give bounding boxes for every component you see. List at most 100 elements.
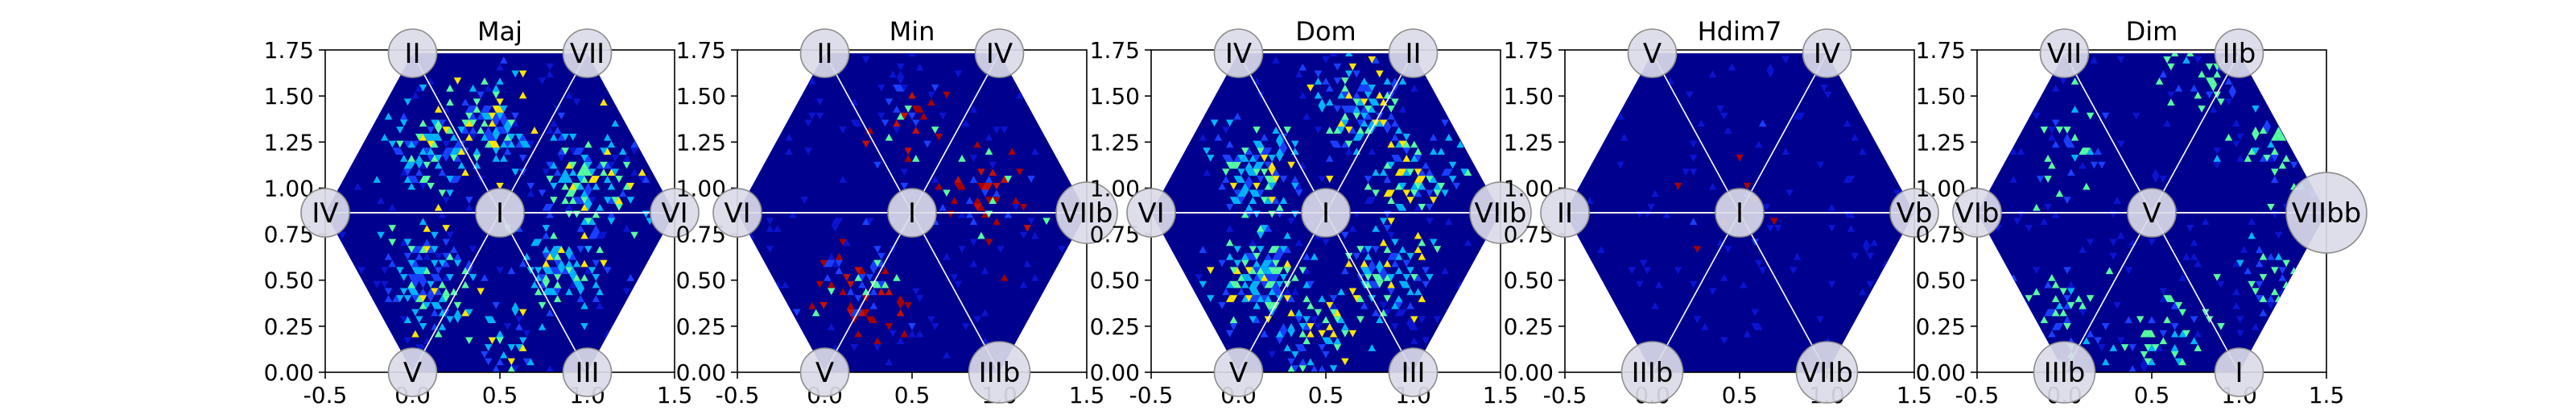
lattice-cell xyxy=(1827,203,1836,211)
lattice-cell xyxy=(2051,280,2060,288)
lattice-cell xyxy=(607,210,616,218)
node-circle xyxy=(1540,188,1590,238)
lattice-cell xyxy=(1260,295,1269,302)
lattice-cell xyxy=(438,168,447,176)
lattice-cell xyxy=(900,84,909,92)
lattice-cell xyxy=(488,337,497,345)
lattice-cell xyxy=(1341,140,1349,148)
node-circle xyxy=(2285,172,2368,254)
lattice-cell xyxy=(2205,63,2214,71)
lattice-cell xyxy=(1398,140,1407,148)
lattice-cell xyxy=(1241,210,1249,218)
lattice-cell xyxy=(1383,119,1392,127)
lattice-cell xyxy=(1329,295,1338,302)
lattice-cell xyxy=(973,316,981,324)
lattice-cell xyxy=(1797,112,1806,120)
lattice-cell xyxy=(1751,309,1759,317)
lattice-cell xyxy=(1314,70,1323,78)
lattice-cell xyxy=(1326,337,1334,345)
lattice-cell xyxy=(1341,231,1349,239)
node-label: IV xyxy=(1225,38,1252,70)
lattice-cell xyxy=(900,182,909,190)
x-tick-label: 1.5 xyxy=(1483,382,1519,409)
lattice-cell xyxy=(2117,231,2125,239)
lattice-cell xyxy=(977,182,985,190)
lattice-cell xyxy=(889,246,897,253)
node-label: II xyxy=(1557,197,1573,230)
lattice-cell xyxy=(453,140,462,148)
lattice-cell xyxy=(603,267,612,275)
lattice-cell xyxy=(2017,147,2025,155)
lattice-cell xyxy=(568,267,577,275)
lattice-cell xyxy=(1406,316,1414,324)
lattice-cell xyxy=(580,189,588,197)
lattice-cell xyxy=(1341,84,1349,92)
lattice-cell xyxy=(1326,323,1334,330)
lattice-cell xyxy=(915,106,924,113)
lattice-cell xyxy=(2270,147,2279,155)
lattice-cell xyxy=(496,337,504,345)
lattice-cell xyxy=(438,119,447,127)
lattice-cell xyxy=(1724,127,1732,134)
lattice-cell xyxy=(1406,267,1414,275)
lattice-cell xyxy=(2051,140,2060,148)
lattice-cell xyxy=(507,365,516,372)
lattice-cell xyxy=(1720,337,1728,345)
lattice-cell xyxy=(1291,288,1299,296)
y-tick-label: 1.50 xyxy=(1916,83,1966,110)
lattice-cell xyxy=(2255,259,2264,268)
lattice-cell xyxy=(584,197,592,204)
lattice-cell xyxy=(561,168,569,176)
lattice-cell xyxy=(534,288,543,296)
lattice-cell xyxy=(565,203,573,211)
lattice-cell xyxy=(1348,127,1357,134)
lattice-cell xyxy=(1337,119,1345,127)
lattice-cell xyxy=(1019,203,1028,211)
lattice-cell xyxy=(1275,337,1284,345)
lattice-cell xyxy=(484,84,493,92)
lattice-cell xyxy=(1233,189,1241,197)
lattice-cell xyxy=(1372,225,1380,232)
lattice-cell xyxy=(630,168,638,176)
lattice-cell xyxy=(2244,154,2252,162)
lattice-cell xyxy=(985,133,993,141)
lattice-cell xyxy=(1356,84,1364,92)
lattice-cell xyxy=(1291,176,1299,183)
lattice-cell xyxy=(954,182,963,190)
lattice-cell xyxy=(2159,295,2168,302)
lattice-cell xyxy=(2044,176,2052,183)
lattice-cell xyxy=(542,252,551,260)
lattice-cell xyxy=(1379,274,1388,281)
lattice-cell xyxy=(419,295,427,302)
lattice-cell xyxy=(1847,225,1856,232)
lattice-cell xyxy=(1253,168,1261,176)
lattice-cell xyxy=(1229,323,1238,330)
lattice-cell xyxy=(550,133,558,141)
lattice-cell xyxy=(1766,70,1774,78)
lattice-cell xyxy=(869,267,878,275)
lattice-cell xyxy=(496,182,504,190)
lattice-cell xyxy=(2190,239,2198,247)
lattice-cell xyxy=(1275,133,1284,141)
lattice-cell xyxy=(1268,246,1276,253)
lattice-cell xyxy=(1720,112,1728,120)
lattice-cell xyxy=(881,280,890,288)
lattice-cell xyxy=(384,252,393,260)
lattice-cell xyxy=(388,225,397,232)
node-label: IIIb xyxy=(979,357,1021,389)
lattice-cell xyxy=(993,182,1001,190)
x-tick-label: -0.5 xyxy=(1543,382,1587,409)
lattice-cell xyxy=(1870,239,1878,247)
lattice-cell xyxy=(954,176,963,183)
lattice-cell xyxy=(1253,316,1261,324)
lattice-cell xyxy=(622,161,631,169)
lattice-cell xyxy=(950,274,959,281)
lattice-cell xyxy=(1387,112,1395,120)
lattice-cell xyxy=(827,288,836,296)
lattice-cell xyxy=(399,119,408,127)
lattice-cell xyxy=(873,259,881,268)
lattice-cell xyxy=(1268,168,1276,176)
lattice-cell xyxy=(980,309,989,317)
lattice-cell xyxy=(1406,252,1414,260)
lattice-cell xyxy=(819,301,828,309)
